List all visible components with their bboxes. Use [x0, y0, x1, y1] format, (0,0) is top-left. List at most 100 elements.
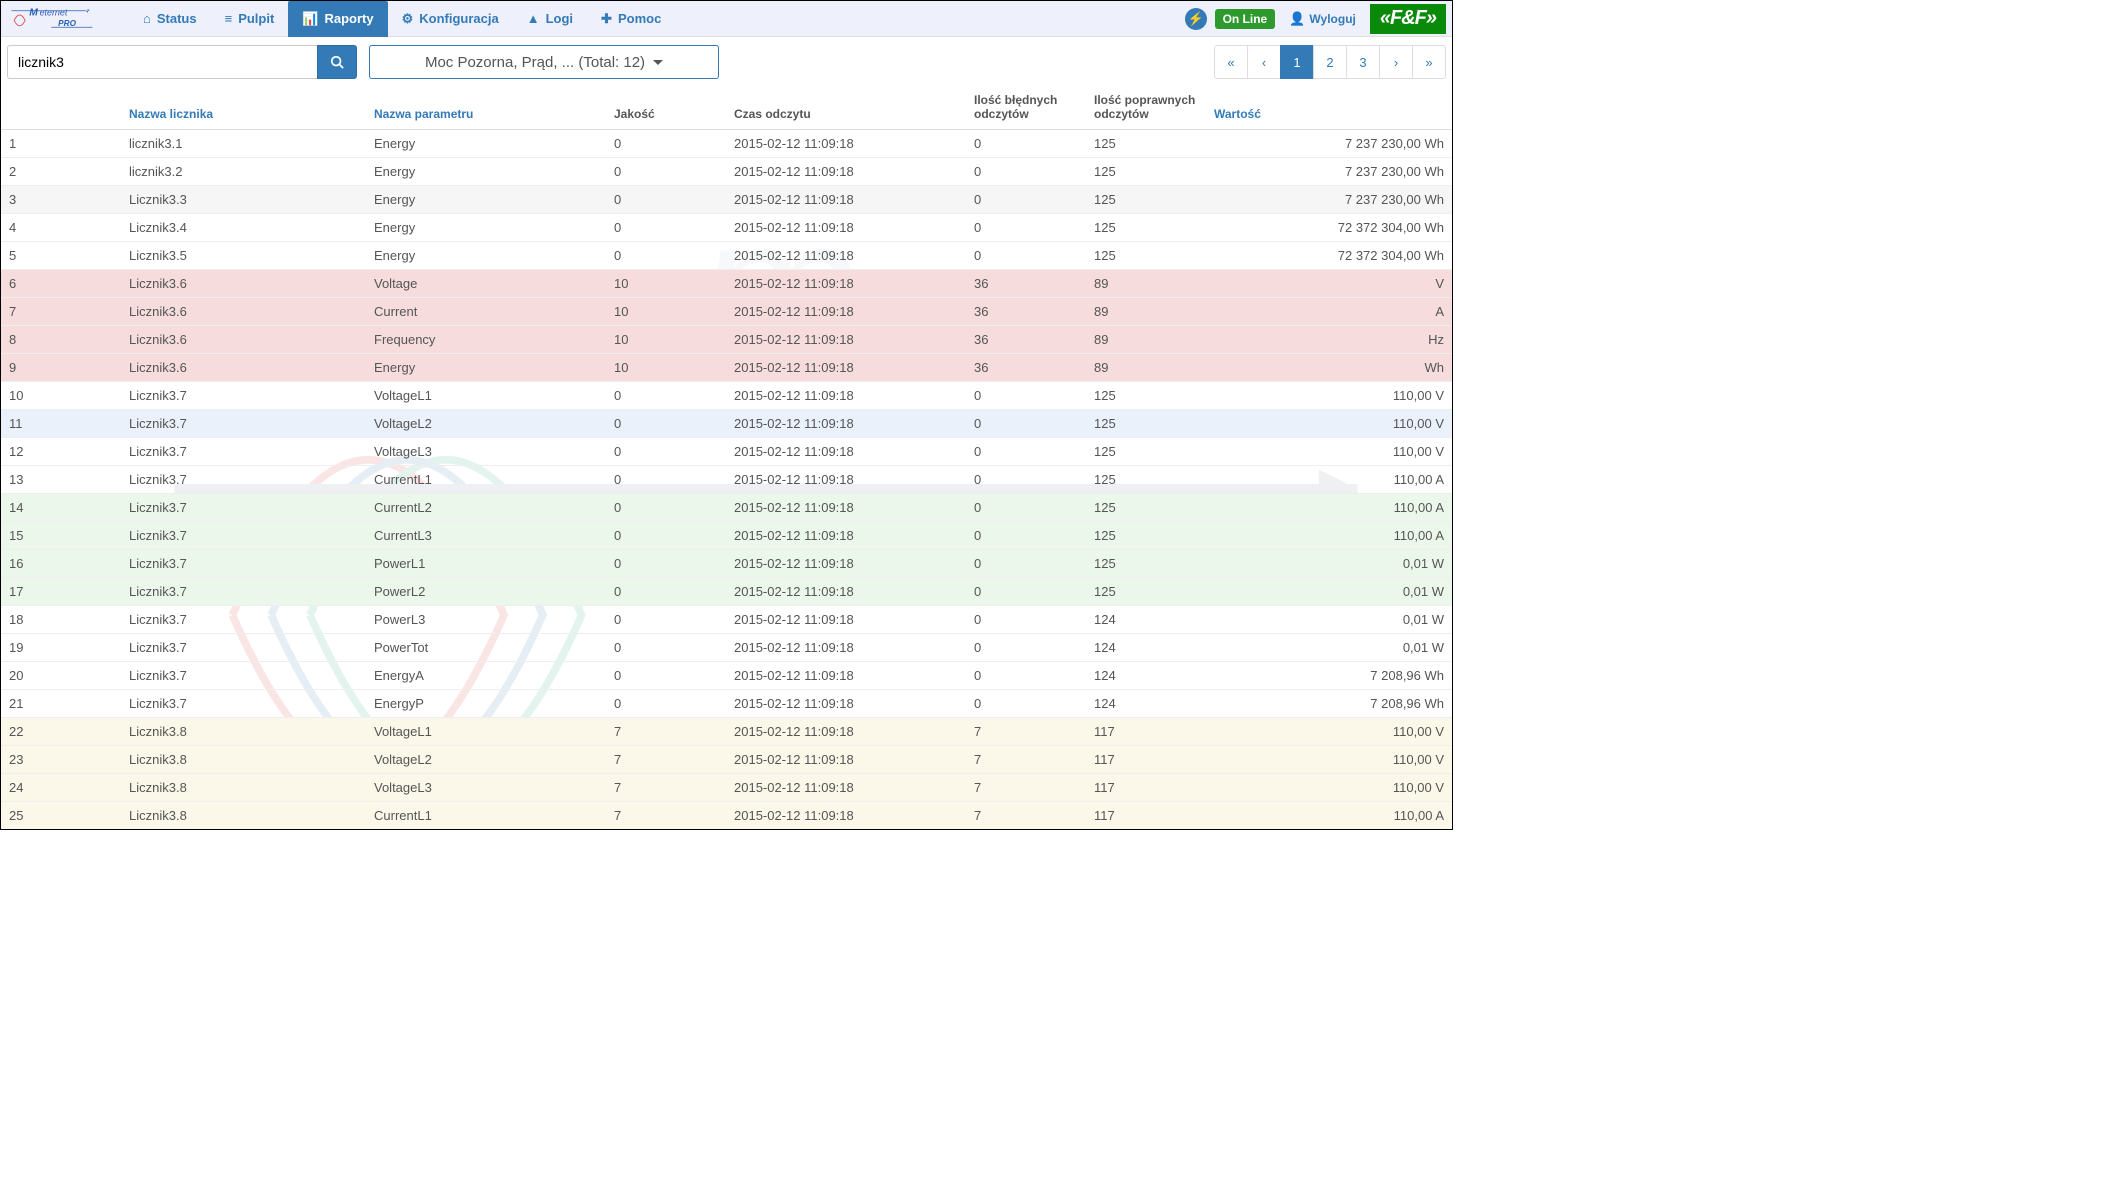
- row-index: 1: [1, 130, 121, 158]
- row-bad: 36: [966, 298, 1086, 326]
- nav-tab-logi[interactable]: ▲Logi: [513, 1, 587, 37]
- table-row[interactable]: 15Licznik3.7CurrentL302015-02-12 11:09:1…: [1, 522, 1452, 550]
- col-param[interactable]: Nazwa parametru: [366, 87, 606, 130]
- table-row[interactable]: 23Licznik3.8VoltageL272015-02-12 11:09:1…: [1, 746, 1452, 774]
- col-bad[interactable]: Ilość błędnych odczytów: [966, 87, 1086, 130]
- page-«[interactable]: «: [1214, 45, 1248, 79]
- page-2[interactable]: 2: [1313, 45, 1347, 79]
- row-bad: 0: [966, 186, 1086, 214]
- table-row[interactable]: 24Licznik3.8VoltageL372015-02-12 11:09:1…: [1, 774, 1452, 802]
- row-value: 110,00 V: [1206, 746, 1452, 774]
- row-index: 22: [1, 718, 121, 746]
- row-good: 124: [1086, 662, 1206, 690]
- row-good: 117: [1086, 718, 1206, 746]
- col-value[interactable]: Wartość: [1206, 87, 1452, 130]
- table-row[interactable]: 19Licznik3.7PowerTot02015-02-12 11:09:18…: [1, 634, 1452, 662]
- search-button[interactable]: [317, 45, 357, 79]
- row-name: Licznik3.7: [121, 410, 366, 438]
- row-time: 2015-02-12 11:09:18: [726, 354, 966, 382]
- page-‹[interactable]: ‹: [1247, 45, 1281, 79]
- row-bad: 0: [966, 606, 1086, 634]
- table-row[interactable]: 9Licznik3.6Energy102015-02-12 11:09:1836…: [1, 354, 1452, 382]
- row-name: Licznik3.7: [121, 466, 366, 494]
- row-value: 7 208,96 Wh: [1206, 690, 1452, 718]
- row-bad: 0: [966, 158, 1086, 186]
- row-name: Licznik3.7: [121, 438, 366, 466]
- table-row[interactable]: 1licznik3.1Energy02015-02-12 11:09:18012…: [1, 130, 1452, 158]
- search-icon: [330, 55, 344, 69]
- row-index: 3: [1, 186, 121, 214]
- table-row[interactable]: 25Licznik3.8CurrentL172015-02-12 11:09:1…: [1, 802, 1452, 830]
- row-bad: 0: [966, 662, 1086, 690]
- row-bad: 0: [966, 410, 1086, 438]
- row-time: 2015-02-12 11:09:18: [726, 550, 966, 578]
- row-time: 2015-02-12 11:09:18: [726, 158, 966, 186]
- filter-select[interactable]: Moc Pozorna, Prąd, ... (Total: 12): [369, 45, 719, 79]
- row-name: Licznik3.8: [121, 718, 366, 746]
- nav-tab-pomoc[interactable]: ✚Pomoc: [587, 1, 675, 37]
- nav-tab-konfiguracja[interactable]: ⚙Konfiguracja: [388, 1, 513, 37]
- row-quality: 0: [606, 242, 726, 270]
- row-bad: 36: [966, 354, 1086, 382]
- nav-tab-label: Pulpit: [238, 11, 274, 26]
- row-quality: 0: [606, 130, 726, 158]
- table-row[interactable]: 18Licznik3.7PowerL302015-02-12 11:09:180…: [1, 606, 1452, 634]
- table-row[interactable]: 11Licznik3.7VoltageL202015-02-12 11:09:1…: [1, 410, 1452, 438]
- row-time: 2015-02-12 11:09:18: [726, 774, 966, 802]
- table-row[interactable]: 8Licznik3.6Frequency102015-02-12 11:09:1…: [1, 326, 1452, 354]
- row-name: Licznik3.7: [121, 662, 366, 690]
- page-»[interactable]: »: [1412, 45, 1446, 79]
- row-bad: 36: [966, 326, 1086, 354]
- connection-icon[interactable]: ⚡: [1185, 8, 1207, 30]
- row-value: 110,00 V: [1206, 438, 1452, 466]
- row-quality: 0: [606, 214, 726, 242]
- table-row[interactable]: 4Licznik3.4Energy02015-02-12 11:09:18012…: [1, 214, 1452, 242]
- table-row[interactable]: 10Licznik3.7VoltageL102015-02-12 11:09:1…: [1, 382, 1452, 410]
- table-row[interactable]: 22Licznik3.8VoltageL172015-02-12 11:09:1…: [1, 718, 1452, 746]
- col-time[interactable]: Czas odczytu: [726, 87, 966, 130]
- user-icon: 👤: [1289, 11, 1305, 27]
- row-value: 0,01 W: [1206, 634, 1452, 662]
- col-good[interactable]: Ilość poprawnych odczytów: [1086, 87, 1206, 130]
- col-index: [1, 87, 121, 130]
- table-row[interactable]: 13Licznik3.7CurrentL102015-02-12 11:09:1…: [1, 466, 1452, 494]
- nav-tab-pulpit[interactable]: ≡Pulpit: [211, 1, 289, 37]
- row-good: 125: [1086, 130, 1206, 158]
- row-bad: 0: [966, 634, 1086, 662]
- col-name[interactable]: Nazwa licznika: [121, 87, 366, 130]
- row-good: 117: [1086, 774, 1206, 802]
- table-row[interactable]: 21Licznik3.7EnergyP02015-02-12 11:09:180…: [1, 690, 1452, 718]
- nav-tab-status[interactable]: ⌂Status: [129, 1, 211, 37]
- row-value: Hz: [1206, 326, 1452, 354]
- filter-label: Moc Pozorna, Prąd, ... (Total: 12): [425, 54, 645, 71]
- row-value: 7 237 230,00 Wh: [1206, 158, 1452, 186]
- row-value: 7 237 230,00 Wh: [1206, 130, 1452, 158]
- table-row[interactable]: 2licznik3.2Energy02015-02-12 11:09:18012…: [1, 158, 1452, 186]
- page-1[interactable]: 1: [1280, 45, 1314, 79]
- row-name: Licznik3.6: [121, 354, 366, 382]
- table-row[interactable]: 5Licznik3.5Energy02015-02-12 11:09:18012…: [1, 242, 1452, 270]
- nav-tab-raporty[interactable]: 📊Raporty: [288, 1, 387, 37]
- logout-link[interactable]: 👤 Wyloguj: [1283, 11, 1362, 27]
- row-quality: 7: [606, 718, 726, 746]
- page-›[interactable]: ›: [1379, 45, 1413, 79]
- row-name: Licznik3.8: [121, 802, 366, 830]
- row-param: Energy: [366, 214, 606, 242]
- table-row[interactable]: 3Licznik3.3Energy02015-02-12 11:09:18012…: [1, 186, 1452, 214]
- row-quality: 10: [606, 326, 726, 354]
- row-param: VoltageL1: [366, 718, 606, 746]
- table-row[interactable]: 7Licznik3.6Current102015-02-12 11:09:183…: [1, 298, 1452, 326]
- search-input[interactable]: [7, 45, 317, 79]
- row-time: 2015-02-12 11:09:18: [726, 298, 966, 326]
- table-row[interactable]: 20Licznik3.7EnergyA02015-02-12 11:09:180…: [1, 662, 1452, 690]
- row-bad: 0: [966, 214, 1086, 242]
- table-row[interactable]: 16Licznik3.7PowerL102015-02-12 11:09:180…: [1, 550, 1452, 578]
- table-row[interactable]: 14Licznik3.7CurrentL202015-02-12 11:09:1…: [1, 494, 1452, 522]
- row-name: Licznik3.4: [121, 214, 366, 242]
- page-3[interactable]: 3: [1346, 45, 1380, 79]
- col-quality[interactable]: Jakość: [606, 87, 726, 130]
- table-row[interactable]: 6Licznik3.6Voltage102015-02-12 11:09:183…: [1, 270, 1452, 298]
- table-row[interactable]: 12Licznik3.7VoltageL302015-02-12 11:09:1…: [1, 438, 1452, 466]
- row-value: 110,00 A: [1206, 522, 1452, 550]
- table-row[interactable]: 17Licznik3.7PowerL202015-02-12 11:09:180…: [1, 578, 1452, 606]
